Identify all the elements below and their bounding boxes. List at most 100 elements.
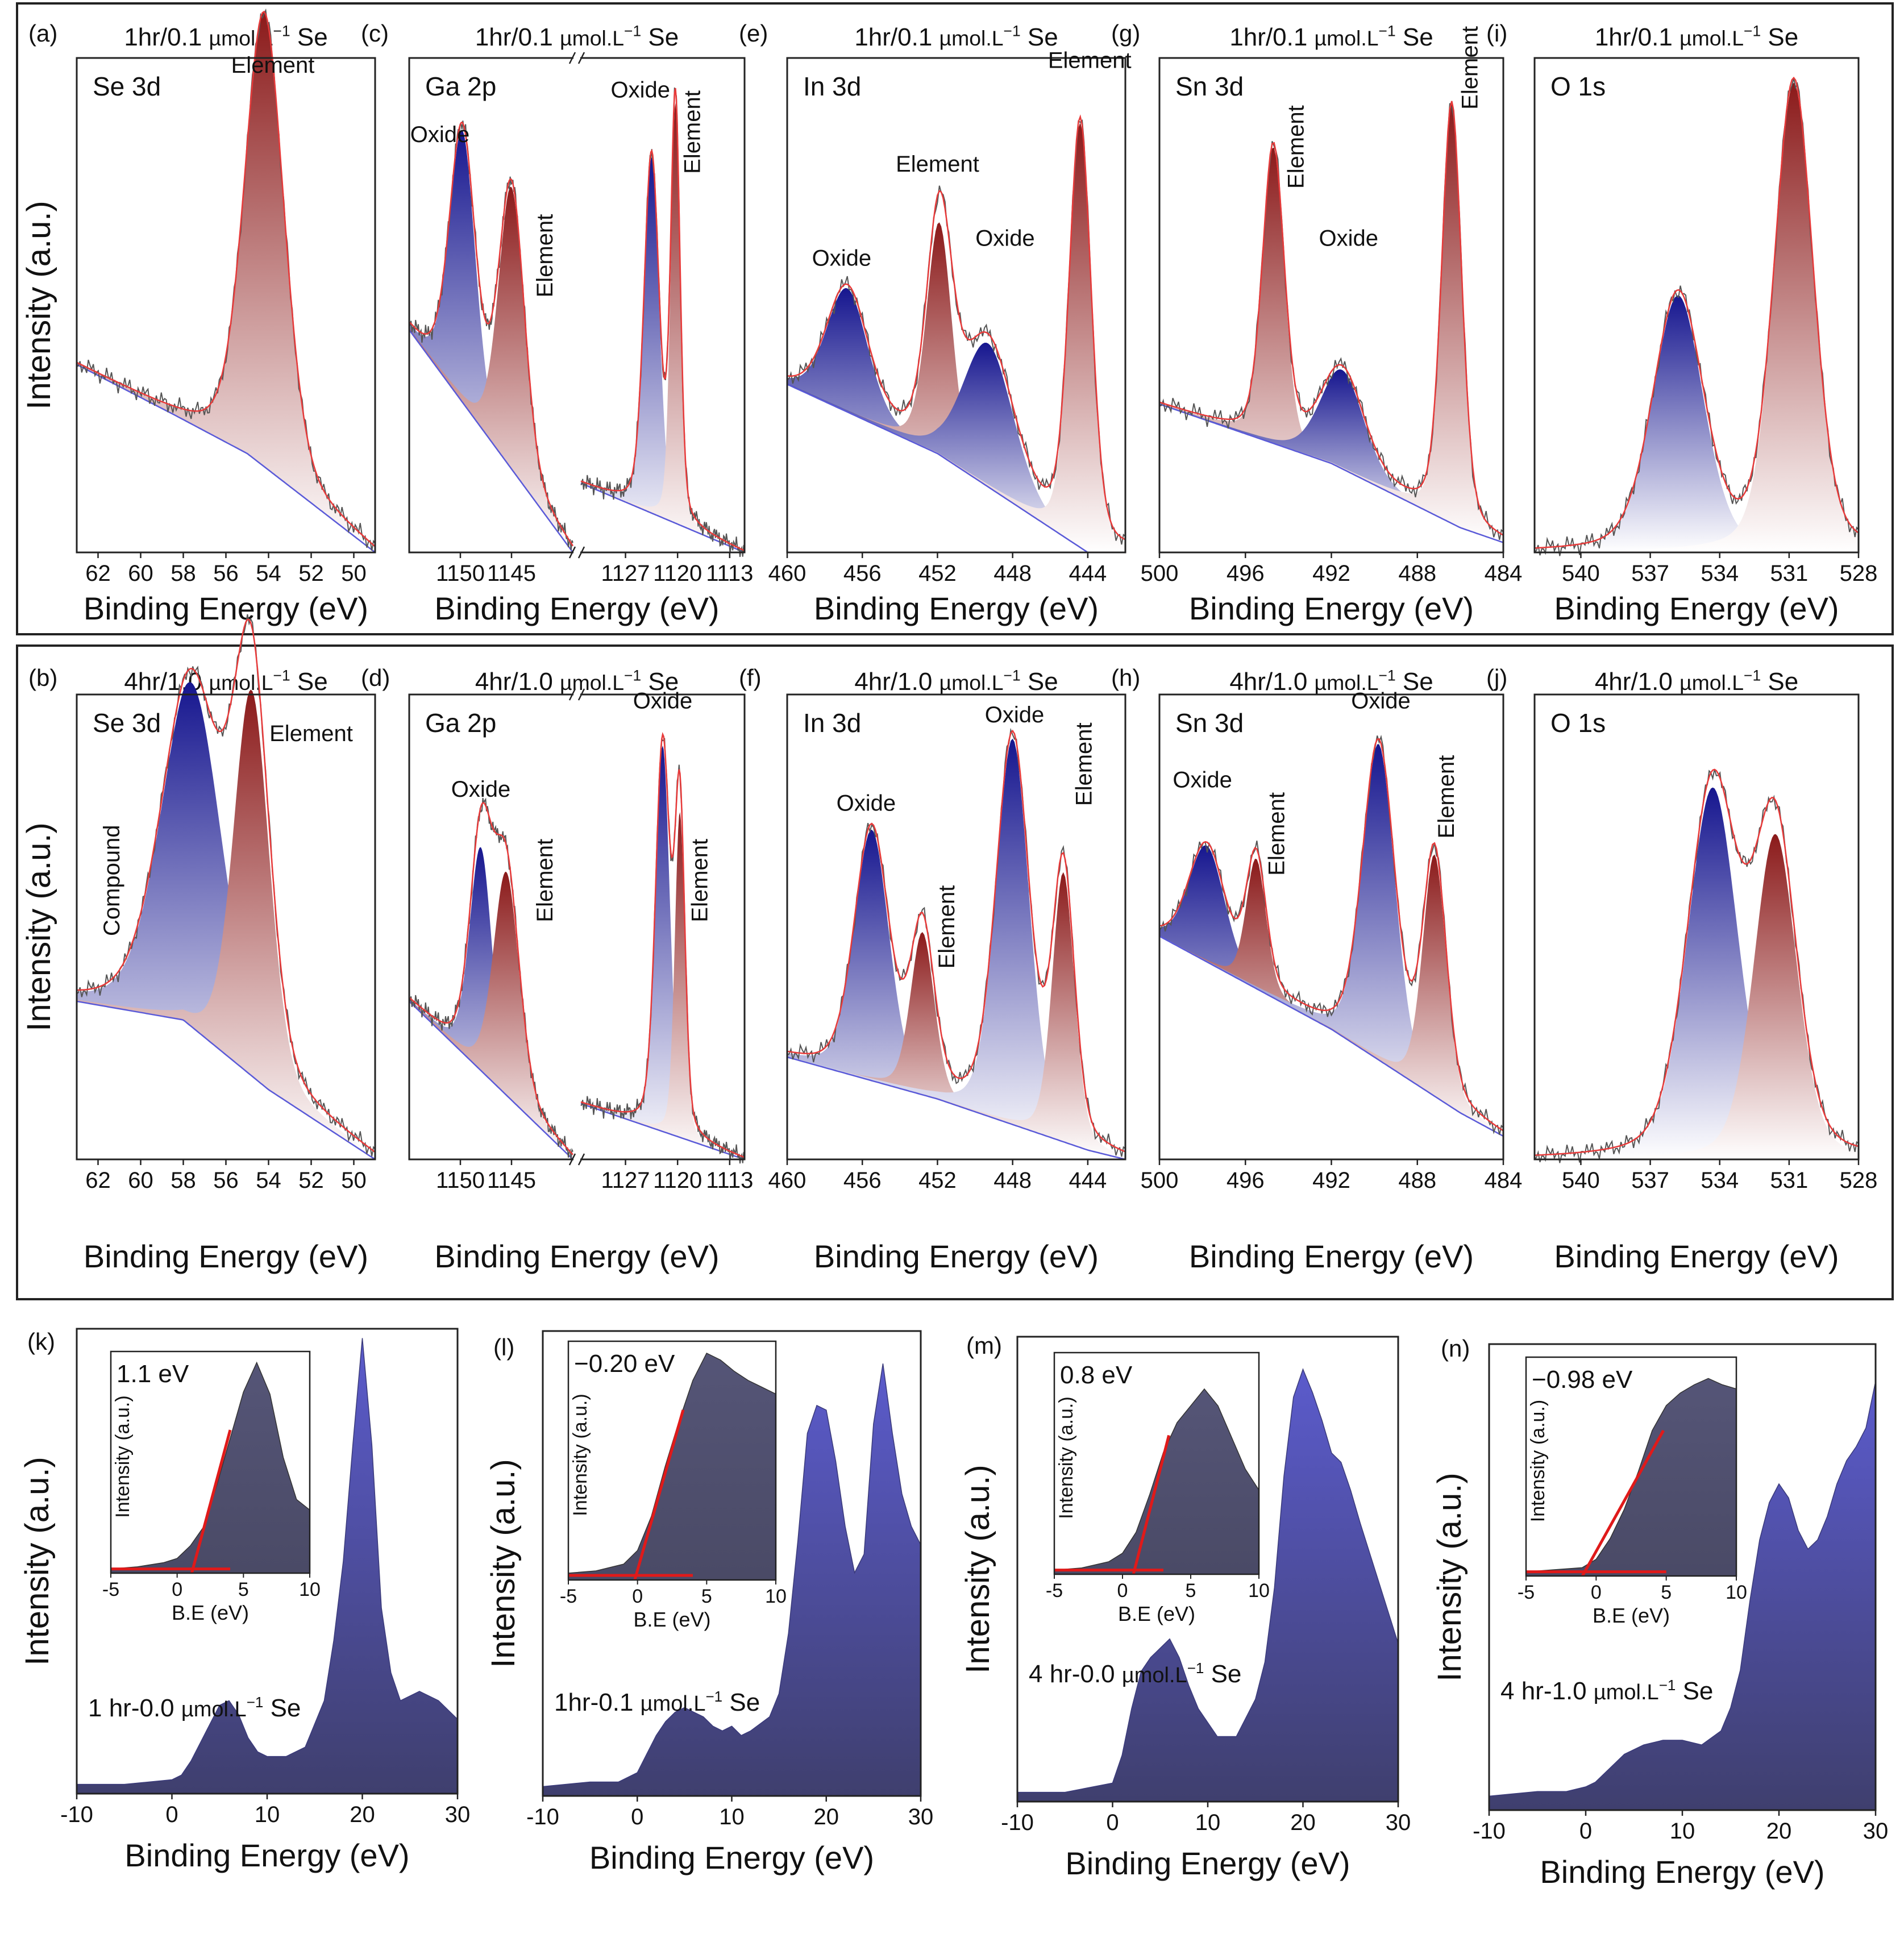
valence-panel-k-tick-label: 30 [445, 1802, 471, 1827]
panel-b-tick-label: 50 [341, 1168, 367, 1193]
panel-c: (c) 1hr/0.1 µmol.L−1 Se 1150 1145 1127 1120 11… [361, 20, 753, 626]
panel-h-tick-label: 500 [1141, 1168, 1179, 1193]
panel-i: (i) 1hr/0.1 µmol.L−1 Se 540 537 534 531 528 O 1… [1486, 20, 1877, 626]
panel-j-tick-label: 534 [1701, 1168, 1739, 1193]
panel-c-right-baseline [580, 483, 745, 554]
panel-c-left-peak-1-element [409, 186, 573, 552]
valence-panel-k-x-axis-label: Binding Energy (eV) [124, 1837, 409, 1873]
panel-c-right-tick-label: 1127 [601, 561, 650, 586]
valence-panel-m-x-axis-label: Binding Energy (eV) [1065, 1845, 1350, 1881]
panel-a-condition: 1hr/0.1 µmol.L−1 Se [124, 22, 327, 51]
valence-panels: -10 0 10 20 30 (k) Intensity (a.u.) Binding Ene… [19, 1328, 1888, 1890]
valence-panel-m-inset: -5 0 5 10 B.E (eV) Intensity (a.u.) 0.8 eV [1046, 1351, 1270, 1625]
panel-d-right-tick-label: 1127 [601, 1168, 650, 1193]
valence-panel-n-inset-x-label: B.E (eV) [1593, 1604, 1670, 1627]
panel-h-tick-label: 488 [1398, 1168, 1436, 1193]
panel-c-x-axis-label: Binding Energy (eV) [434, 590, 719, 626]
panel-d-peak-label-3: Element [688, 839, 713, 922]
panel-h-peak-label-3: Element [1434, 755, 1459, 839]
panel-b-tick-label: 62 [85, 1168, 111, 1193]
panel-e-tick-label: 448 [993, 561, 1032, 586]
valence-panel-k-inset: -5 0 5 10 B.E (eV) Intensity (a.u.) 1.1 eV [102, 1350, 321, 1624]
panel-b-tick-label: 60 [128, 1168, 153, 1193]
panel-i-peak-1-element [1535, 82, 1859, 552]
panel-i-region: O 1s [1550, 72, 1606, 101]
valence-panel-n-inset-y-label: Intensity (a.u.) [1527, 1400, 1549, 1522]
valence-panel-k-tick-label: 0 [165, 1802, 178, 1827]
valence-panel-k-inset-vbm: 1.1 eV [117, 1360, 189, 1388]
panel-b-tick-label: 58 [171, 1168, 196, 1193]
panel-a-x-axis-label: Binding Energy (eV) [84, 590, 368, 626]
panel-f-peak-label-3: Element [1072, 722, 1097, 806]
panel-d-right-raw-spectrum [580, 738, 745, 1164]
valence-panel-k-y-axis-label: Intensity (a.u.) [19, 1457, 56, 1665]
panel-h-tick-label: 484 [1485, 1168, 1523, 1193]
panel-c-left-envelope [409, 121, 574, 547]
panel-h-x-axis-label: Binding Energy (eV) [1189, 1238, 1474, 1274]
panel-e-peak-2-oxide [787, 343, 1125, 552]
valence-panel-l-inset-tick-label: 5 [701, 1586, 712, 1607]
panel-e-peak-label-2: Oxide [975, 226, 1035, 251]
panel-f-tick-label: 452 [918, 1168, 957, 1193]
panel-b-condition: 4hr/1.0 µmol.L−1 Se [124, 667, 327, 696]
panel-d-peak-label-0: Oxide [451, 777, 511, 802]
valence-panel-k-inset-tick-label: 5 [238, 1579, 249, 1600]
panel-b-peak-1-element [77, 689, 375, 1159]
panel-d-left-tick-label: 1150 [436, 1168, 485, 1193]
valence-panel-l-caption: 1hr-0.1 µmol.L−1 Se [554, 1688, 760, 1716]
panel-i-tick-label: 534 [1701, 561, 1739, 586]
valence-panel-k-inset-tick-label: 0 [172, 1579, 182, 1600]
panel-h-peak-label-0: Oxide [1173, 768, 1232, 793]
valence-panel-l-x-axis-label: Binding Energy (eV) [589, 1840, 874, 1875]
panel-g-peak-label-2: Element [1458, 26, 1483, 110]
valence-panel-m-inset-fit-line [1132, 1434, 1171, 1575]
valence-panel-m-tick-label: 10 [1195, 1810, 1221, 1835]
valence-panel-l-inset-spectrum [568, 1353, 776, 1581]
panel-f-peak-2-oxide [787, 738, 1125, 1159]
panel-a-tick-label: 58 [171, 561, 196, 586]
valence-panel-l-inset-vbm: −0.20 eV [574, 1350, 675, 1378]
panel-e-frame [786, 57, 1126, 554]
valence-panel-k: -10 0 10 20 30 (k) Intensity (a.u.) Binding Ene… [19, 1328, 470, 1873]
valence-panel-n-tick-label: -10 [1473, 1819, 1506, 1844]
panel-e-peak-label-1: Element [896, 152, 979, 177]
panel-e-envelope [787, 114, 1126, 540]
panel-c-right-envelope [580, 88, 745, 552]
valence-panel-m-tick-label: 0 [1106, 1810, 1119, 1835]
panel-a-tick-label: 56 [213, 561, 239, 586]
valence-panel-k-caption: 1 hr-0.0 µmol.L−1 Se [88, 1694, 301, 1722]
panel-e-region: In 3d [803, 72, 861, 101]
valence-panel-n-inset-tick-label: 0 [1591, 1582, 1602, 1603]
valence-panel-k-tick-label: -10 [60, 1802, 93, 1827]
panel-j-frame [1533, 693, 1860, 1161]
panel-g-x-axis-label: Binding Energy (eV) [1189, 590, 1474, 626]
panel-e-peak-label-3: Element [1048, 48, 1132, 73]
panel-d-right-tick-label: 1113 [706, 1168, 753, 1193]
panel-f-tick-label: 444 [1069, 1168, 1107, 1193]
panel-d-break-mark-0 [568, 688, 585, 701]
valence-panel-l-inset-frame [567, 1340, 777, 1581]
valence-panel-m-inset-tick-label: 0 [1117, 1580, 1128, 1602]
panel-h-peak-1-element [1159, 859, 1503, 1137]
valence-panel-m-tag: (m) [966, 1332, 1002, 1359]
panel-e-peak-label-0: Oxide [812, 246, 872, 271]
panel-g-condition: 1hr/0.1 µmol.L−1 Se [1229, 22, 1433, 51]
panel-i-tick-label: 531 [1770, 561, 1808, 586]
panel-f-x-axis-label: Binding Energy (eV) [814, 1238, 1099, 1274]
valence-panel-m-inset-x-label: B.E (eV) [1118, 1602, 1195, 1625]
panel-i-frame [1533, 57, 1860, 554]
panel-c-right-tick-label: 1113 [706, 561, 753, 586]
valence-panel-l-inset-tick-label: -5 [560, 1586, 577, 1607]
panel-j-peak-1-element [1535, 834, 1859, 1159]
valence-panel-m-caption: 4 hr-0.0 µmol.L−1 Se [1029, 1660, 1241, 1688]
panel-i-envelope [1534, 76, 1859, 549]
panel-h-peak-3-element [1159, 854, 1503, 1137]
panel-d-left-envelope [409, 802, 573, 1155]
panel-i-peak-0-oxide [1535, 295, 1859, 552]
panel-a-tick-label: 54 [256, 561, 281, 586]
valence-panel-l-tick-label: 0 [631, 1804, 643, 1829]
panel-f-peak-0-oxide [787, 829, 1125, 1159]
panel-c-break-mark-0 [568, 52, 585, 64]
panel-f-condition: 4hr/1.0 µmol.L−1 Se [854, 667, 1058, 696]
panel-g-tick-label: 484 [1485, 561, 1523, 586]
